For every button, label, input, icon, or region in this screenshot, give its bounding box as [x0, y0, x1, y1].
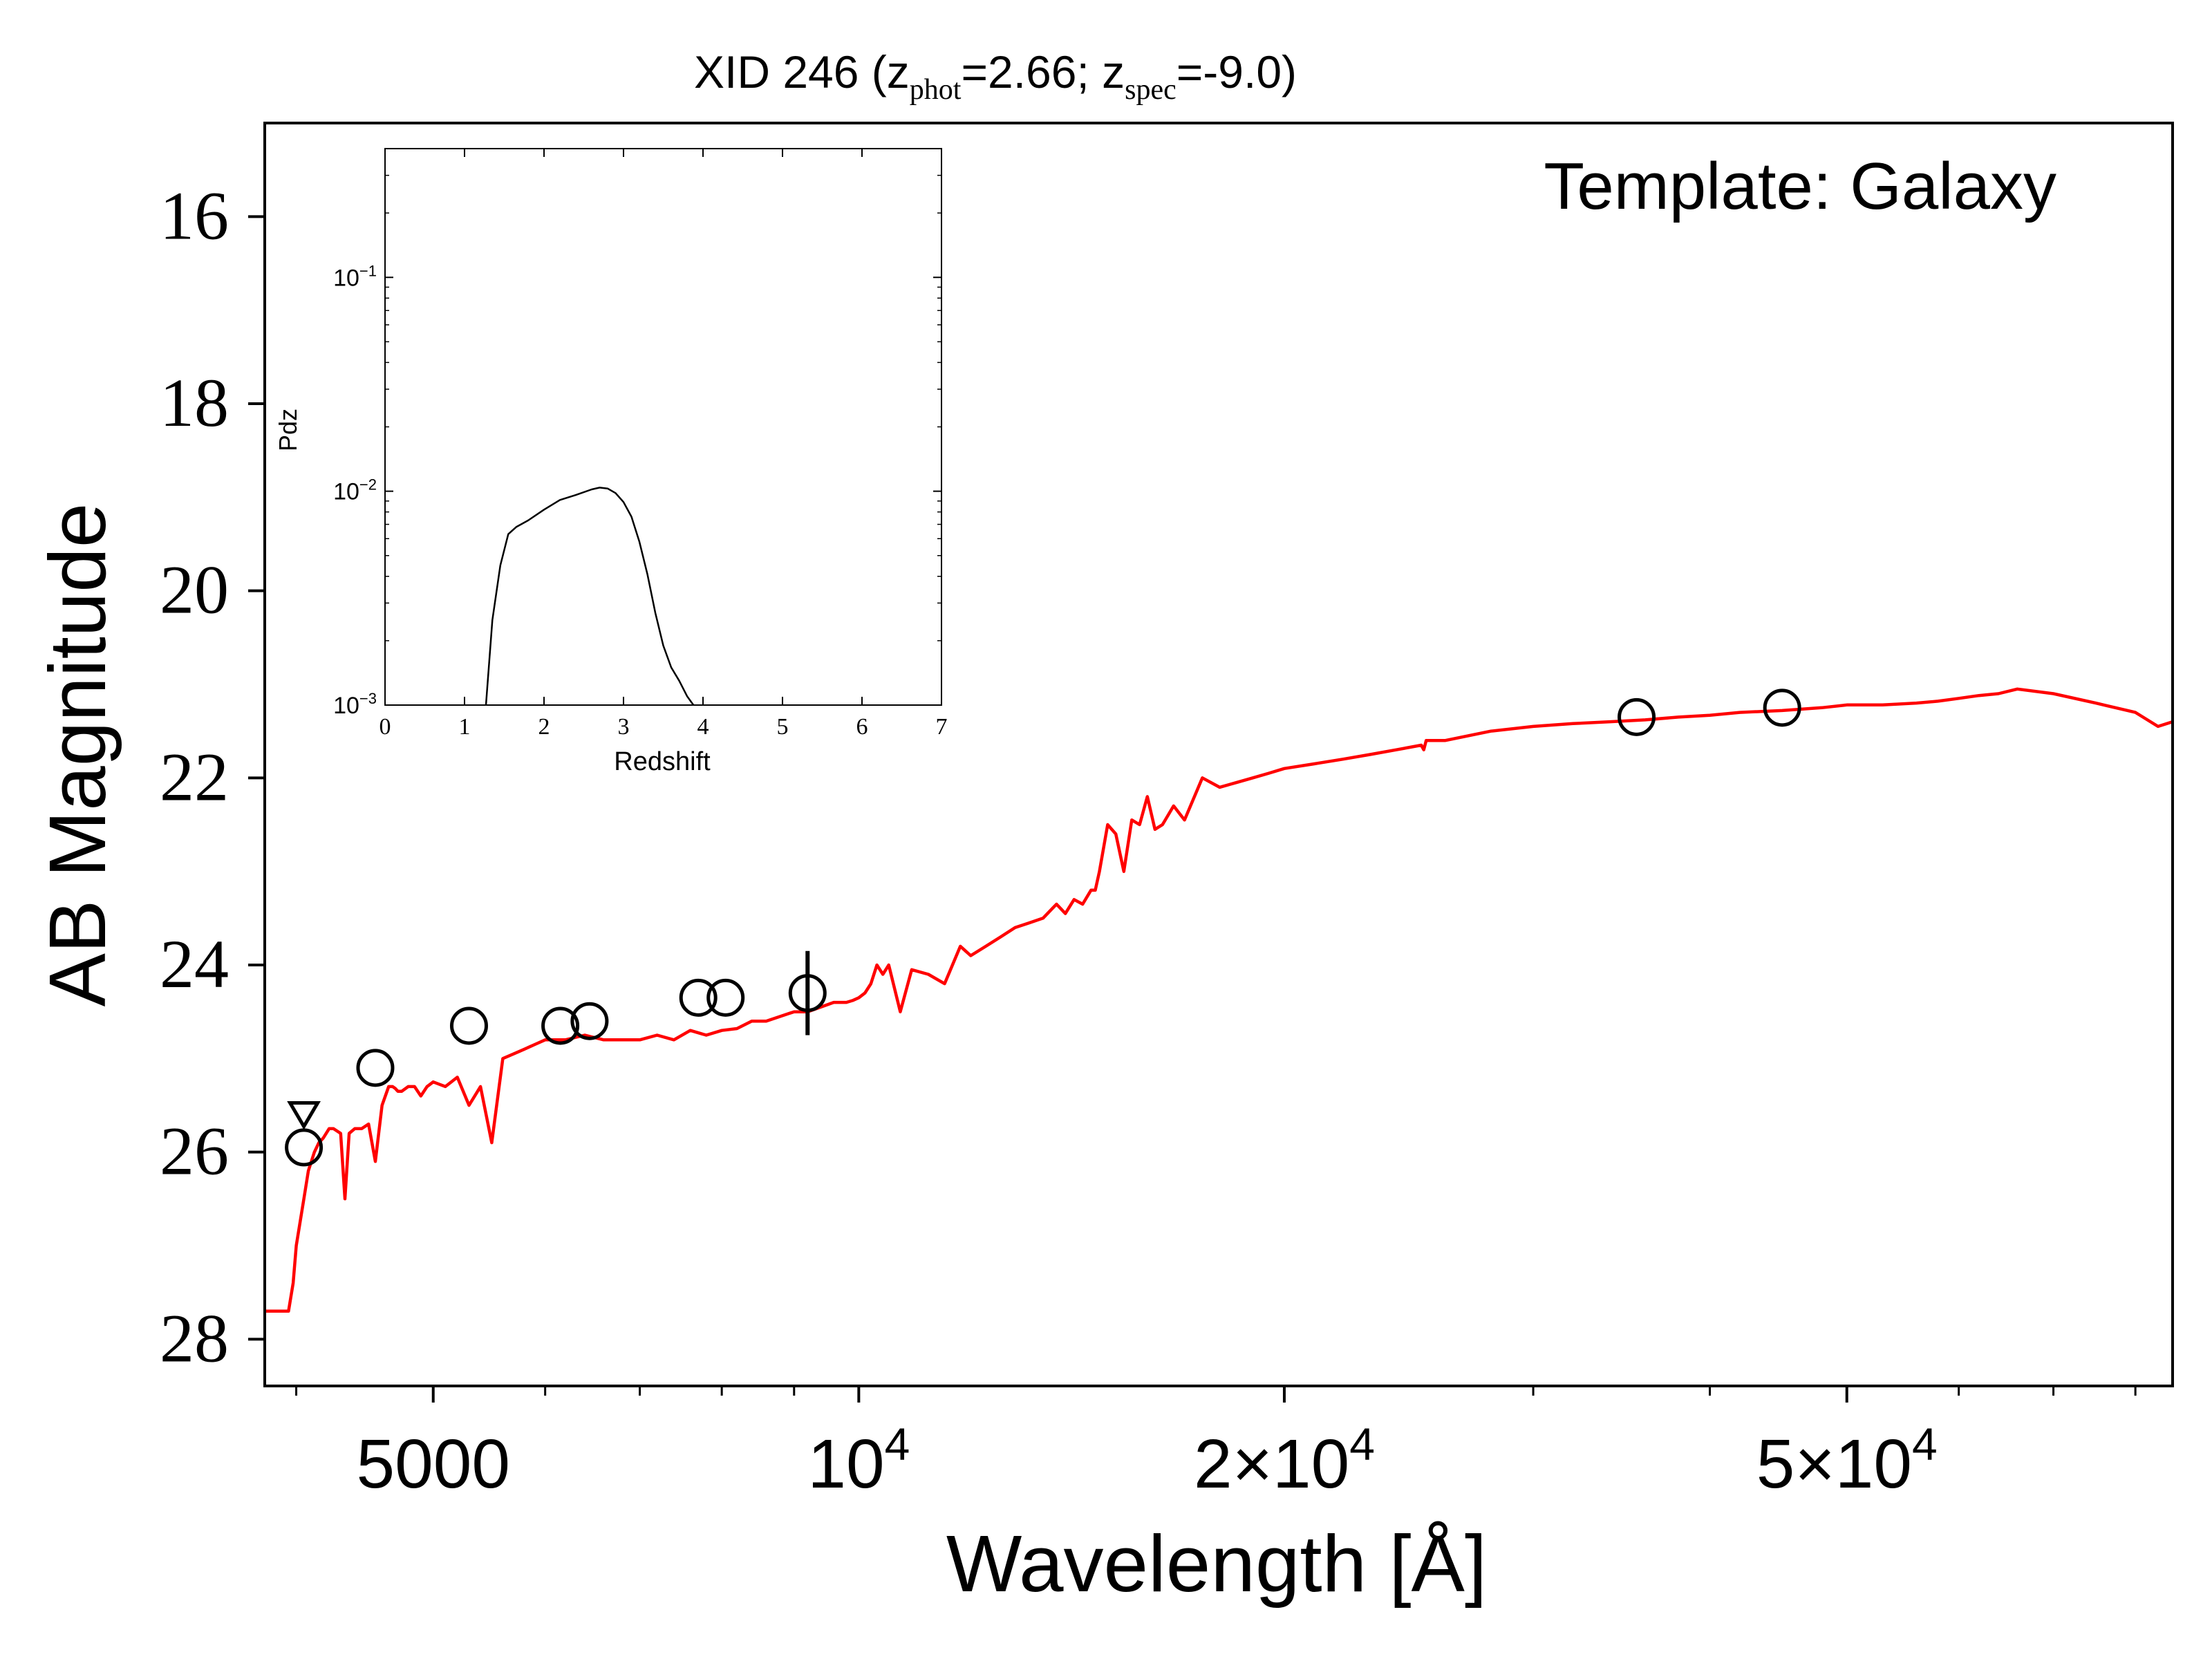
- inset-x-tick-label: 5: [777, 714, 789, 740]
- template-spectrum-line: [265, 687, 2173, 1313]
- y-tick-label: 20: [160, 552, 229, 628]
- y-tick-label: 28: [160, 1300, 229, 1376]
- x-tick-label: 104: [807, 1418, 910, 1503]
- y-tick-label: 16: [160, 177, 229, 254]
- upper-limit-marker: [287, 1101, 321, 1130]
- photometry-point: [449, 1006, 488, 1045]
- y-tick-label: 22: [160, 738, 229, 815]
- inset-frame: [384, 148, 942, 706]
- inset-x-tick-label: 0: [379, 714, 391, 740]
- inset-y-axis-label: Pdz: [274, 409, 302, 451]
- pdz-curve: [485, 487, 695, 705]
- title-phot-sub: phot: [910, 74, 962, 106]
- y-tick-label: 26: [160, 1113, 229, 1190]
- inset-x-tick-label: 7: [936, 714, 948, 740]
- inset-x-tick-label: 4: [697, 714, 709, 740]
- title-spec-sub: spec: [1125, 74, 1177, 106]
- title-phot-val: =2.66; z: [961, 46, 1125, 97]
- photometry-point: [356, 1049, 395, 1087]
- inset-background: [385, 149, 941, 705]
- title-spec-val: =-9.0): [1177, 46, 1297, 97]
- inset-y-tick-label: 10−2: [333, 476, 377, 505]
- photometry-point: [788, 974, 827, 1013]
- x-tick-label: 5000: [357, 1425, 510, 1503]
- photometry-point: [570, 1002, 609, 1040]
- y-tick-label: 24: [160, 926, 229, 1002]
- x-axis-label: Wavelength [Å]: [946, 1519, 1487, 1609]
- title-prefix: XID 246 (z: [694, 46, 910, 97]
- photometry-point: [285, 1128, 324, 1167]
- inset-y-tick-label: 10−1: [333, 262, 377, 291]
- main-plot-frame: [263, 122, 2174, 1387]
- template-annotation: Template: Galaxy: [1544, 149, 2056, 223]
- x-tick-label: 2×104: [1194, 1418, 1375, 1503]
- inset-y-tick-label: 10−3: [333, 690, 377, 719]
- redshift-pdz-inset: 0 1 2 3 4 5 6 7 10−3 10−2 10−1 Redshift Pdz: [274, 148, 948, 776]
- photometry-point: [1763, 688, 1801, 727]
- inset-x-tick-label: 1: [459, 714, 471, 740]
- inset-x-tick-label: 2: [538, 714, 550, 740]
- inset-x-axis-label: Redshift: [614, 747, 711, 776]
- y-tick-label: 18: [160, 364, 229, 441]
- inset-x-tick-label: 6: [856, 714, 868, 740]
- inset-plot-data: [485, 487, 695, 705]
- photometry-point: [706, 978, 745, 1017]
- photometry-point: [679, 978, 718, 1017]
- main-plot-data: [265, 687, 2173, 1313]
- photometry-point: [541, 1006, 580, 1045]
- y-axis-label: AB Magnitude: [32, 503, 122, 1007]
- chart-title: XID 246 (zphot=2.66; zspec=-9.0): [694, 46, 1297, 106]
- x-tick-label: 5×104: [1756, 1418, 1938, 1503]
- inset-x-tick-label: 3: [618, 714, 630, 740]
- photometry-point: [1618, 697, 1656, 736]
